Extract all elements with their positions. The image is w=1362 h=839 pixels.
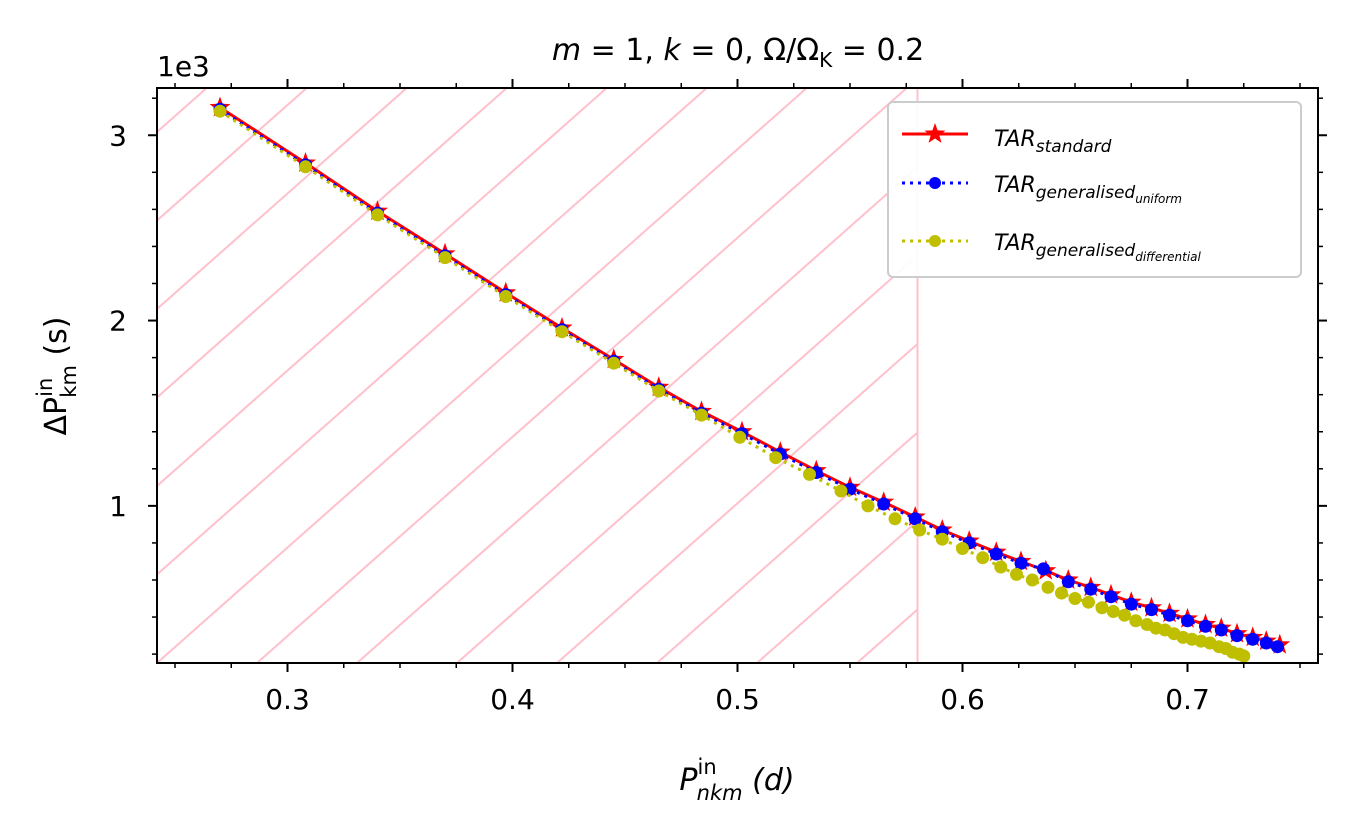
data-point-TAR_generalised_differential bbox=[1068, 592, 1082, 605]
data-point-TAR_generalised_differential bbox=[976, 551, 990, 565]
x-axis-label: Pin nkm (d) bbox=[679, 755, 794, 805]
hatch-line bbox=[157, 88, 608, 487]
data-point-TAR_generalised_uniform bbox=[908, 512, 922, 526]
hatch-line bbox=[256, 88, 908, 663]
data-point-TAR_generalised_differential bbox=[1041, 580, 1055, 594]
hatch-line bbox=[756, 520, 919, 663]
data-point-TAR_generalised_uniform bbox=[1124, 597, 1138, 611]
data-point-TAR_generalised_differential bbox=[371, 208, 384, 222]
data-point-TAR_generalised_differential bbox=[1082, 595, 1095, 609]
hatch-line bbox=[556, 343, 919, 663]
y-tick-label: 3 bbox=[109, 119, 127, 152]
x-tick-label: 0.3 bbox=[265, 683, 310, 716]
y-axis-label: ΔPinkm (s) bbox=[33, 317, 81, 436]
data-point-TAR_generalised_differential bbox=[438, 251, 452, 265]
y-tick-label: 1 bbox=[109, 490, 127, 523]
hatch-line bbox=[456, 254, 919, 663]
y-tick-label: 2 bbox=[109, 305, 127, 338]
chart-title: m = 1, k = 0, Ω/ΩK = 0.2 bbox=[552, 33, 924, 72]
hatch-line bbox=[157, 88, 408, 310]
data-point-TAR_generalised_differential bbox=[1129, 614, 1143, 628]
data-point-TAR_generalised_uniform bbox=[1014, 556, 1028, 570]
data-point-TAR_generalised_differential bbox=[299, 160, 312, 174]
x-tick-label: 0.6 bbox=[940, 683, 985, 716]
hatch-line bbox=[157, 88, 808, 663]
data-point-TAR_generalised_differential bbox=[1095, 601, 1109, 615]
legend: TARstandard TARgeneraliseduniform TARgen… bbox=[887, 101, 1302, 278]
data-point-TAR_generalised_uniform bbox=[1214, 623, 1228, 637]
x-tick-label: 0.7 bbox=[1165, 683, 1210, 716]
data-point-TAR_generalised_differential bbox=[956, 542, 969, 555]
data-point-TAR_generalised_differential bbox=[834, 484, 848, 498]
data-point-TAR_generalised_differential bbox=[695, 408, 708, 422]
data-point-TAR_generalised_differential bbox=[913, 523, 927, 537]
data-point-TAR_generalised_differential bbox=[1055, 586, 1068, 600]
data-point-TAR_generalised_uniform bbox=[1084, 582, 1098, 596]
data-point-TAR_generalised_uniform bbox=[1199, 619, 1212, 633]
data-point-TAR_generalised_uniform bbox=[1271, 640, 1284, 654]
data-point-TAR_generalised_differential bbox=[555, 325, 569, 339]
x-tick-label: 0.5 bbox=[715, 683, 760, 716]
data-point-TAR_generalised_uniform bbox=[1163, 608, 1176, 622]
y-offset-label: 1e3 bbox=[157, 50, 210, 83]
hatch-line bbox=[157, 88, 308, 222]
data-point-TAR_generalised_uniform bbox=[1037, 562, 1050, 576]
data-point-TAR_generalised_uniform bbox=[1230, 629, 1244, 643]
legend-entry-uniform: TARgeneraliseduniform bbox=[902, 173, 1182, 206]
hatch-line bbox=[157, 88, 208, 133]
data-point-TAR_generalised_uniform bbox=[1259, 636, 1273, 650]
data-point-TAR_generalised_uniform bbox=[1246, 632, 1260, 646]
data-point-TAR_generalised_differential bbox=[1010, 567, 1023, 581]
data-point-TAR_generalised_differential bbox=[769, 451, 783, 465]
legend-marker-uniform bbox=[929, 177, 941, 189]
legend-marker-differential bbox=[929, 235, 941, 247]
legend-label-differential: TARgeneraliseddifferential bbox=[994, 231, 1202, 264]
legend-marker-standard bbox=[924, 123, 946, 143]
series-TAR_generalised_differential bbox=[213, 104, 1251, 663]
data-point-TAR_generalised_differential bbox=[733, 430, 747, 444]
x-tick-label: 0.4 bbox=[490, 683, 535, 716]
legend-entry-differential: TARgeneraliseddifferential bbox=[902, 231, 1202, 264]
data-point-TAR_generalised_differential bbox=[1025, 573, 1039, 587]
data-point-TAR_generalised_uniform bbox=[1104, 590, 1118, 604]
data-point-TAR_generalised_differential bbox=[1237, 649, 1251, 663]
legend-entry-standard: TARstandard bbox=[902, 123, 1112, 157]
data-point-TAR_generalised_differential bbox=[803, 467, 816, 481]
hatch-line bbox=[356, 166, 919, 663]
hatch-line bbox=[157, 88, 708, 576]
data-point-TAR_generalised_uniform bbox=[989, 547, 1003, 561]
data-point-TAR_generalised_differential bbox=[499, 290, 513, 303]
legend-box bbox=[887, 101, 1302, 278]
data-point-TAR_generalised_differential bbox=[607, 356, 621, 370]
legend-label-standard: TARstandard bbox=[994, 127, 1112, 157]
data-point-TAR_generalised_uniform bbox=[1145, 603, 1158, 617]
hatch-line bbox=[157, 88, 508, 399]
hatch-line bbox=[656, 431, 919, 663]
legend-label-uniform: TARgeneraliseduniform bbox=[994, 173, 1182, 206]
series-layer bbox=[209, 96, 1291, 663]
data-point-TAR_generalised_uniform bbox=[1061, 575, 1075, 589]
data-point-TAR_generalised_differential bbox=[935, 532, 949, 546]
data-point-TAR_generalised_differential bbox=[994, 560, 1008, 574]
hatch-region bbox=[157, 88, 919, 663]
data-point-TAR_generalised_differential bbox=[652, 384, 666, 398]
data-point-TAR_generalised_differential bbox=[861, 499, 875, 513]
data-point-TAR_generalised_differential bbox=[1118, 608, 1131, 622]
data-point-TAR_generalised_differential bbox=[1106, 605, 1120, 618]
data-point-TAR_generalised_uniform bbox=[877, 497, 891, 511]
ticks-layer: 0.3 0.4 0.5 0.6 0.7 1 2 3 bbox=[109, 79, 1327, 716]
data-point-TAR_generalised_uniform bbox=[1181, 614, 1194, 628]
data-point-TAR_generalised_differential bbox=[213, 104, 227, 118]
data-point-TAR_generalised_differential bbox=[888, 512, 902, 526]
hatch-line bbox=[856, 608, 919, 663]
